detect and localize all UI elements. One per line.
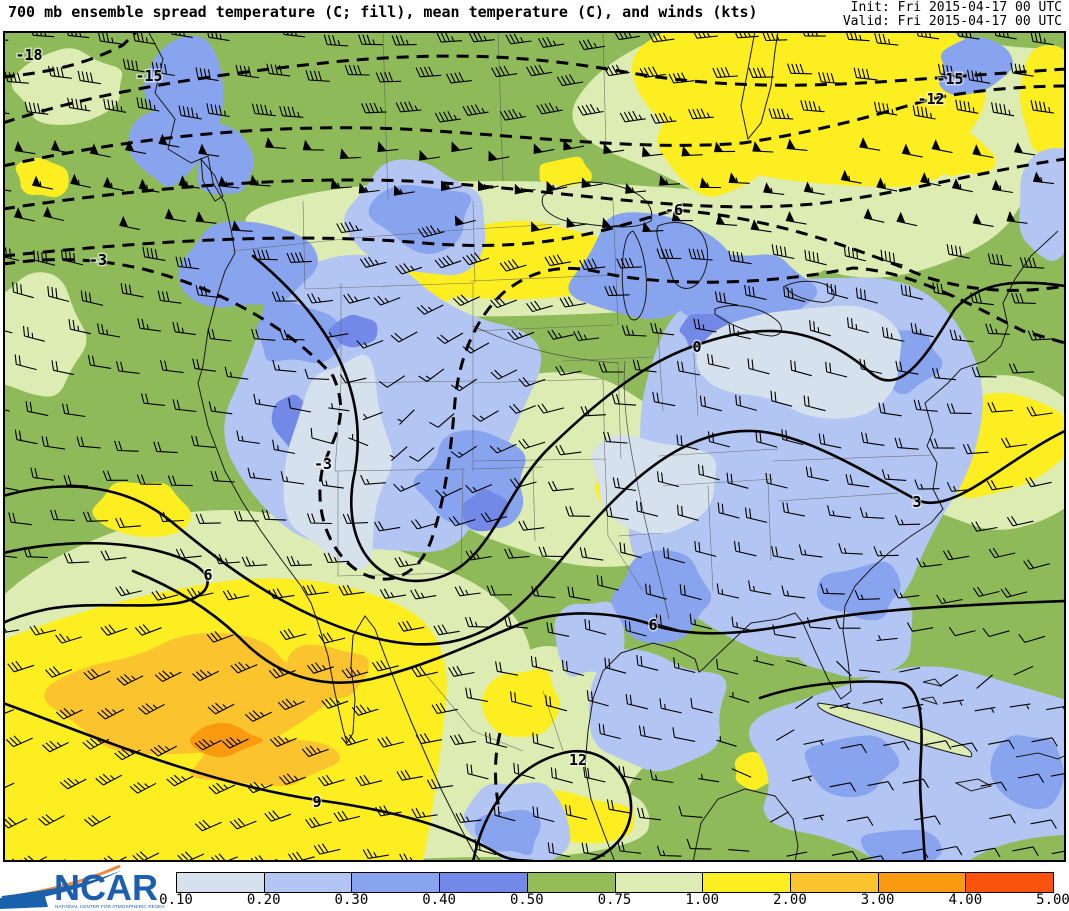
ncar-logo-base: [0, 893, 48, 909]
coastlines-borders-layer: [148, 33, 1064, 860]
colorbar-tick-label: 1.00: [685, 892, 720, 908]
colorbar-segment: [966, 873, 1054, 892]
colorbar-tick-label: 0.10: [159, 892, 193, 908]
contour-label: 6: [203, 566, 212, 584]
colorbar-tick-label: 3.00: [860, 892, 895, 908]
contour-label: -6: [665, 201, 683, 219]
page-title: 700 mb ensemble spread temperature (C; f…: [8, 3, 758, 21]
init-time: Init: Fri 2015-04-17 00 UTC: [850, 0, 1062, 15]
colorbar-tick-label: 0.50: [509, 892, 544, 908]
colorbar-tick-label: 0.20: [246, 892, 281, 908]
contour-label: -3: [89, 251, 107, 269]
contour-labels-layer: 0 3 6 6 9 12 -18 -15 -15 -12 -6 -3 -3: [14, 45, 965, 813]
colorbar-segment: [703, 873, 791, 892]
colorbar-tick-label: 0.40: [422, 892, 456, 908]
map-frame: [3, 31, 1066, 862]
footer: NCAR NATIONAL CENTER FOR ATMOSPHERIC RES…: [0, 862, 1069, 911]
contour-label: -15: [936, 70, 963, 88]
ncar-logo: NCAR NATIONAL CENTER FOR ATMOSPHERIC RES…: [0, 864, 165, 910]
colorbar-segment: [352, 873, 441, 892]
solid-contours-layer: [5, 254, 1064, 860]
colorbar-tick-label: 2.00: [773, 892, 807, 908]
contour-label: 6: [648, 616, 657, 634]
colorbar-segment: [264, 873, 353, 892]
wind-barbs-layer: [5, 33, 1064, 860]
colorbar-segment: [790, 873, 879, 892]
ncar-logo-caption: NATIONAL CENTER FOR ATMOSPHERIC RESEARCH: [55, 904, 165, 910]
colorbar-segment: [440, 873, 528, 892]
contour-label: 9: [312, 793, 321, 811]
colorbar-segment: [615, 873, 704, 892]
contour-label: -12: [917, 90, 944, 108]
contour-label: 12: [569, 751, 587, 769]
colorbar-segment: [177, 873, 265, 892]
colorbar-tick-label: 0.75: [597, 892, 632, 908]
colorbar-segment: [878, 873, 967, 892]
ncar-logo-text: NCAR: [54, 867, 158, 908]
contour-label: -18: [15, 46, 42, 64]
contour-label: -3: [314, 455, 332, 473]
colorbar-tick-label: 4.00: [948, 892, 983, 908]
colorbar-tick-label: 0.30: [334, 892, 369, 908]
colorbar-segment: [527, 873, 616, 892]
colorbar: [176, 872, 1054, 893]
contour-label: 0: [692, 338, 701, 356]
contour-label: -15: [135, 67, 162, 85]
colorbar-tick-label: 5.00: [1036, 892, 1069, 908]
contour-label: 3: [912, 493, 921, 511]
weather-map: 0 3 6 6 9 12 -18 -15 -15 -12 -6 -3 -3: [3, 31, 1066, 862]
valid-time: Valid: Fri 2015-04-17 00 UTC: [842, 14, 1062, 29]
init-valid-block: Init: Fri 2015-04-17 00 UTC Valid: Fri 2…: [843, 1, 1062, 29]
